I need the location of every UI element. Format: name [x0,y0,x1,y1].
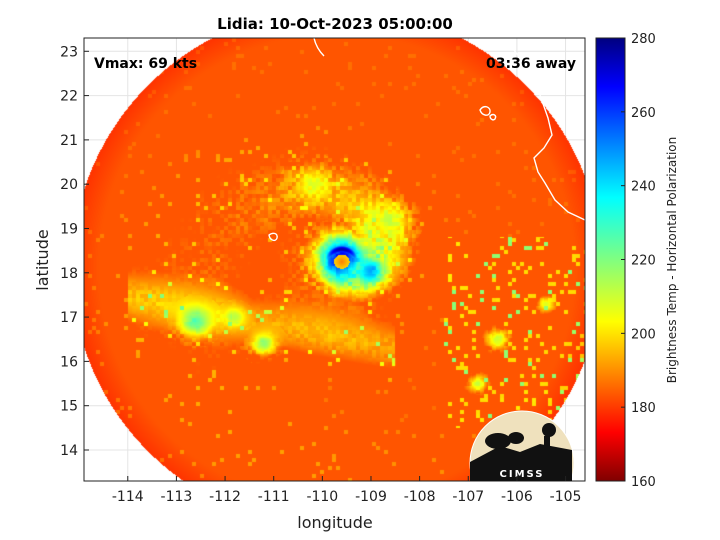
colorbar-tick-label: 240 [631,180,656,195]
x-tick-label: -114 [112,489,144,505]
y-axis-label: latitude [33,229,52,290]
colorbar-tick-label: 160 [631,475,656,490]
x-axis-label: longitude [297,513,372,532]
y-tick-label: 22 [60,89,78,105]
time-away-annotation: 03:36 away [486,56,576,72]
colorbar-tick-label: 280 [631,32,656,47]
x-tick-label: -111 [258,489,290,505]
x-tick-label: -105 [550,489,582,505]
colorbar-tick-label: 200 [631,327,656,342]
island-socorro [268,232,278,242]
x-tick-label: -110 [306,489,338,505]
y-tick-label: 18 [60,266,78,282]
y-tick-label: 19 [60,221,78,237]
x-tick-label: -107 [452,489,484,505]
y-axis-ticks: 14 15 16 17 18 19 20 21 22 23 [60,44,89,459]
cimss-logo-text: CIMSS [500,469,545,480]
x-tick-label: -113 [161,489,193,505]
x-tick-label: -109 [355,489,387,505]
colorbar-tick-label: 260 [631,106,656,121]
y-tick-label: 14 [60,443,78,459]
brightness-temp-field [84,38,585,481]
y-tick-label: 20 [60,177,78,193]
x-axis-ticks: -114 -113 -112 -111 -110 -109 -108 -107 -106 -105 [112,476,582,505]
y-tick-label: 23 [60,44,78,60]
y-tick-label: 21 [60,133,78,149]
coastline-mainland [313,38,585,221]
colorbar-label: Brightness Temp - Horizontal Polarizatio… [665,137,679,384]
colorbar [595,37,626,482]
y-tick-label: 16 [60,354,78,370]
chart-title: Lidia: 10-Oct-2023 05:00:00 [217,15,453,33]
colorbar-ticks: 160 180 200 220 240 260 280 [621,32,656,490]
y-tick-label: 17 [60,310,78,326]
brightness-temp-image [84,38,585,481]
y-tick-label: 15 [60,399,78,415]
x-tick-label: -106 [501,489,533,505]
colorbar-tick-label: 180 [631,401,656,416]
x-tick-label: -108 [404,489,436,505]
island-tres-marias [479,105,497,121]
plot-frame [83,37,586,482]
vmax-annotation: Vmax: 69 kts [94,56,197,72]
coastline [268,38,585,242]
cimss-logo: CIMSS [469,410,575,481]
x-tick-label: -112 [209,489,241,505]
colorbar-tick-label: 220 [631,254,656,269]
